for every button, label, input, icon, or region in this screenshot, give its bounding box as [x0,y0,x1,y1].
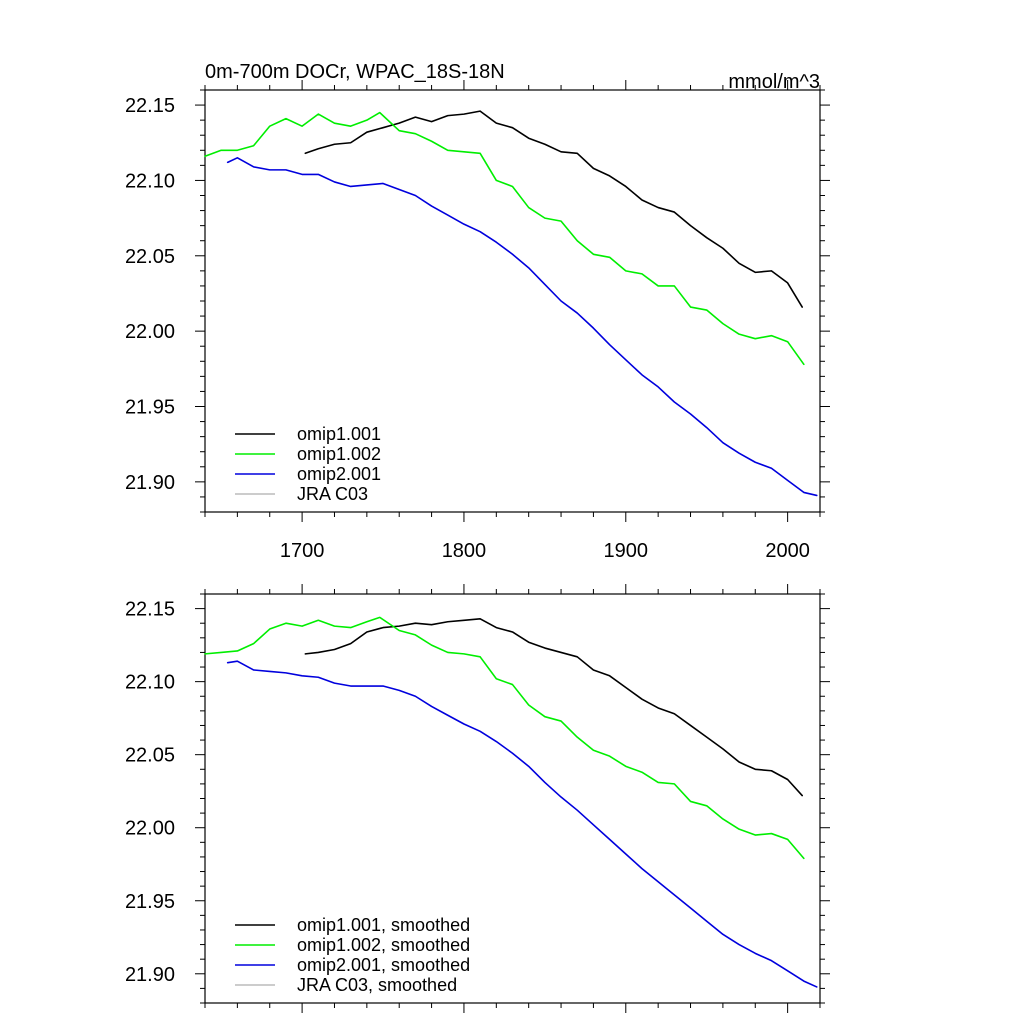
chart-0-series-line-1 [204,111,805,366]
chart-1-y-tick-label: 22.10 [125,672,175,694]
chart-1-series-line-0 [304,618,804,797]
chart-0-x-tick-label: 1900 [604,540,649,562]
chart-top: 1700 1800 1900 2000 21.90 21.95 22.00 22.05 22.1… [125,61,830,562]
chart-0-legend-label-0: omip1.001 [297,424,381,444]
chart-0-legend-label-2: omip2.001 [297,464,381,484]
chart-1-legend-label-3: JRA C03, smoothed [297,975,457,995]
chart-1-y-tick-label: 22.05 [125,745,175,767]
chart-1-y-tick-label: 22.00 [125,818,175,840]
chart-0-y-tick-label: 22.10 [125,170,175,192]
chart-1-y-tick-label: 22.15 [125,599,175,621]
chart-0-y-tick-label: 22.05 [125,246,175,268]
chart-0-x-tick-label: 2000 [765,540,810,562]
chart-0-legend-label-1: omip1.002 [297,444,381,464]
chart-0-y-tick-label: 21.90 [125,472,175,494]
chart-0-y-tick-label: 21.95 [125,397,175,419]
chart-0-y-tick-label: 22.00 [125,321,175,343]
chart-0-units-label: mmol/m^3 [728,71,820,93]
chart-1-legend-label-0: omip1.001, smoothed [297,915,470,935]
chart-1-legend-label-1: omip1.002, smoothed [297,935,470,955]
chart-1-series-line-1 [204,616,805,860]
chart-0-series-line-0 [304,110,804,308]
chart-0-series-line-2 [226,157,818,497]
chart-0-legend-label-3: JRA C03 [297,484,368,504]
chart-0-x-tick-label: 1700 [280,540,325,562]
chart-1-y-tick-label: 21.95 [125,891,175,913]
chart-bottom: 21.90 21.95 22.00 22.05 22.10 22.15 omip1.001,… [125,584,830,1013]
chart-0-x-tick-label: 1800 [442,540,487,562]
chart-1-series-line-2 [226,660,818,988]
chart-1-legend-label-2: omip2.001, smoothed [297,955,470,975]
chart-1-y-tick-label: 21.90 [125,964,175,986]
chart-0-title: 0m-700m DOCr, WPAC_18S-18N [205,61,505,83]
chart-0-y-tick-label: 22.15 [125,95,175,117]
